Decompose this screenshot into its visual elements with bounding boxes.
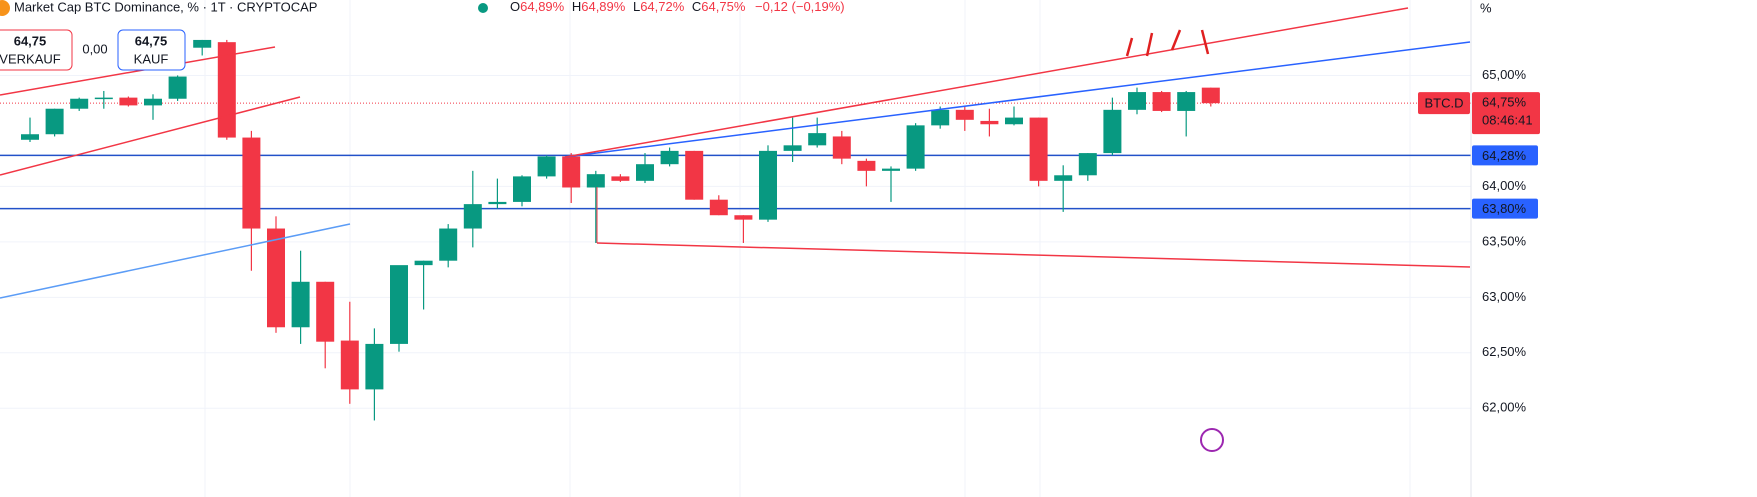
candle-body — [882, 168, 900, 171]
candle-body — [21, 134, 39, 140]
l-label: L — [633, 0, 640, 14]
candle-body — [365, 343, 384, 390]
buy-price[interactable]: 64,75 — [135, 33, 168, 48]
buy-box[interactable] — [117, 29, 186, 71]
chart-title: Market Cap BTC Dominance, % · 1T · CRYPT… — [14, 0, 317, 14]
sell-box[interactable] — [0, 29, 73, 71]
candle-body — [955, 109, 974, 120]
candle-body — [144, 98, 162, 106]
symbol-label: BTC.D — [1425, 96, 1464, 111]
candle-body — [1029, 117, 1048, 181]
sell-label[interactable]: VERKAUF — [0, 51, 61, 66]
candle-body — [242, 137, 261, 229]
candle-body — [1078, 153, 1097, 176]
candle-body — [45, 108, 64, 135]
candle-body — [709, 199, 728, 216]
y-tick-label: 64,00% — [1482, 178, 1527, 193]
candle-body — [1054, 175, 1073, 181]
o-value: 64,89% — [520, 0, 565, 14]
y-tick-label: 62,00% — [1482, 400, 1527, 415]
candle-body — [439, 228, 458, 261]
c-value: 64,75% — [701, 0, 746, 14]
status-dot — [478, 3, 488, 13]
price-line-label: 63,80% — [1482, 201, 1527, 216]
price-line-label: 64,28% — [1482, 148, 1527, 163]
candle-body — [636, 164, 654, 181]
candle-body — [734, 215, 753, 220]
candle-body — [316, 281, 335, 342]
buy-button[interactable]: 64,75 KAUF — [117, 29, 186, 71]
candle-body — [488, 201, 507, 205]
h-value: 64,89% — [581, 0, 626, 14]
change: −0,12 (−0,19%) — [755, 0, 845, 14]
candle-body — [267, 228, 285, 328]
candle-body — [857, 160, 876, 171]
candle-body — [70, 98, 89, 109]
candle-body — [931, 109, 950, 126]
candle-body — [168, 76, 187, 99]
candle-body — [414, 260, 433, 266]
candle-body — [537, 156, 556, 177]
candle-body — [1005, 117, 1023, 125]
candle-body — [390, 265, 408, 344]
candle-body — [759, 150, 777, 220]
v-grid — [204, 0, 1411, 497]
event-icon[interactable] — [1200, 428, 1224, 452]
h-label: H — [572, 0, 581, 14]
candle-body — [217, 42, 236, 138]
y-tick-label: 63,00% — [1482, 289, 1527, 304]
candle-body — [808, 133, 827, 146]
candle-body — [463, 204, 482, 229]
candle-body — [562, 156, 581, 188]
c-label: C — [692, 0, 701, 14]
candle-body — [980, 120, 999, 125]
candle-body — [513, 176, 531, 202]
candle-body — [586, 174, 605, 188]
candle-body — [94, 97, 113, 100]
y-tick-label: 62,50% — [1482, 344, 1527, 359]
candle-body — [906, 125, 925, 169]
last-price-label: 64,75% — [1482, 95, 1527, 110]
sell-button[interactable]: 64,75 VERKAUF — [0, 29, 73, 71]
price-axis — [1471, 0, 1757, 497]
candle-body — [340, 340, 359, 390]
candle-body — [1177, 92, 1196, 111]
l-value: 64,72% — [640, 0, 685, 14]
trendlines — [0, 7, 1471, 299]
candle-body — [783, 145, 802, 151]
spread: 0,00 — [82, 41, 107, 56]
sell-price[interactable]: 64,75 — [14, 33, 47, 48]
candle-body — [611, 176, 630, 181]
candle-body — [291, 281, 310, 328]
candle-body — [1152, 92, 1171, 111]
candle-body — [119, 97, 138, 106]
coin-icon — [0, 0, 10, 16]
candle-body — [1103, 109, 1122, 154]
price-line-tag — [1472, 198, 1538, 219]
symbol-tag — [1418, 92, 1470, 115]
y-tick-label: 65,00% — [1482, 67, 1527, 82]
last-price-tag — [1472, 92, 1540, 135]
candle-body — [1128, 92, 1146, 110]
price-line-tag — [1472, 145, 1538, 166]
axis-unit: % — [1480, 0, 1492, 15]
buy-label[interactable]: KAUF — [134, 51, 169, 66]
candle-body — [1201, 87, 1220, 104]
candle-body — [685, 150, 704, 200]
candle-body — [832, 136, 851, 159]
countdown: 08:46:41 — [1482, 113, 1533, 128]
ohlc: O64,89% H64,89% L64,72% C64,75% −0,12 (−… — [510, 0, 845, 14]
candle-body — [660, 150, 679, 165]
candle-body — [193, 39, 212, 48]
y-tick-label: 63,50% — [1482, 233, 1527, 248]
o-label: O — [510, 0, 520, 14]
